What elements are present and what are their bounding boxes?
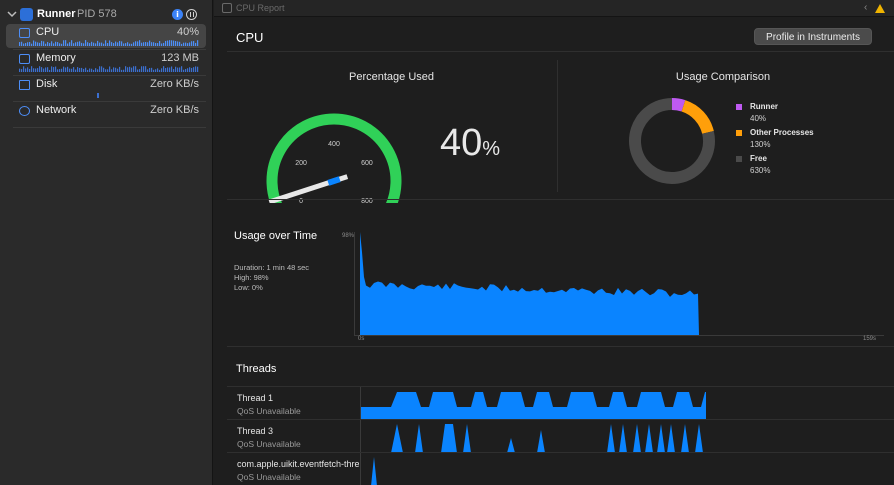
thread-name: Thread 1: [237, 393, 274, 403]
editor-tab-bar: CPU Report ‹: [214, 0, 894, 17]
profile-in-instruments-button[interactable]: Profile in Instruments: [754, 28, 872, 45]
gauge-tick-label: 0: [299, 198, 303, 203]
usage-over-time-title: Usage over Time: [234, 230, 318, 242]
gauge-hub: [327, 176, 341, 186]
tab-title[interactable]: CPU Report: [236, 3, 285, 13]
memory-sparkline: [19, 66, 199, 72]
donut-slice-free: [629, 98, 715, 184]
cpu-sparkline: [19, 40, 199, 46]
legend-swatch: [736, 104, 742, 110]
divider: [360, 420, 361, 453]
gauge-label: Disk: [36, 78, 58, 90]
legend-name: Other Processes: [750, 128, 814, 137]
thread-activity-graph: [371, 457, 377, 485]
cpu-gauge: 0 200 400 600 800: [266, 113, 402, 203]
percentage-value: 40%: [440, 122, 500, 165]
low-text: Low: 0%: [234, 283, 263, 292]
x-axis-end-label: 159s: [863, 336, 877, 342]
disk-sparkline: [97, 93, 99, 98]
process-name: Runner: [37, 8, 76, 20]
donut-slice-runner: [671, 98, 686, 112]
duration-text: Duration: 1 min 48 sec: [234, 263, 310, 272]
page-title: CPU: [236, 30, 264, 45]
gauge-label: CPU: [36, 26, 60, 38]
cpu-icon: [19, 28, 30, 38]
gauge-value: 123 MB: [161, 52, 199, 64]
usage-over-time-stats: Duration: 1 min 48 sec High: 98% Low: 0%: [234, 263, 309, 293]
usage-area: [360, 232, 699, 335]
legend-name: Runner: [750, 102, 778, 111]
gauge-label: Memory: [36, 52, 76, 64]
legend-value: 630%: [750, 166, 771, 175]
donut-slice-other-processes: [681, 100, 714, 135]
gauge-memory[interactable]: Memory 123 MB: [6, 50, 206, 74]
chevron-left-icon[interactable]: ‹: [864, 2, 868, 13]
legend-value: 130%: [750, 140, 771, 149]
gauge-tick-label: 800: [361, 198, 373, 203]
percentage-number: 40: [440, 122, 483, 164]
app-icon: [20, 8, 33, 21]
chevron-down-icon[interactable]: [7, 8, 17, 20]
gauge-label: Network: [36, 104, 77, 116]
thread-qos: QoS Unavailable: [237, 439, 301, 449]
gauge-tick-label: 400: [328, 141, 340, 148]
thread-row[interactable]: com.apple.uikit.eventfetch-thread QoS Un…: [227, 452, 894, 485]
divider: [557, 60, 558, 192]
legend-name: Free: [750, 154, 767, 163]
divider: [227, 346, 894, 347]
divider: [360, 387, 361, 420]
divider: [13, 75, 206, 76]
warning-icon[interactable]: [875, 4, 885, 13]
gauge-network[interactable]: Network Zero KB/s: [6, 102, 206, 126]
thread-row[interactable]: Thread 3 QoS Unavailable: [227, 419, 894, 453]
divider: [227, 51, 894, 52]
thread-name: com.apple.uikit.eventfetch-thread: [237, 459, 359, 469]
divider: [360, 453, 361, 485]
pause-icon[interactable]: [186, 9, 197, 20]
disk-icon: [19, 80, 30, 90]
usage-donut-chart: [629, 98, 715, 184]
legend-value: 40%: [750, 114, 767, 123]
y-axis-top-label: 98%: [342, 233, 355, 239]
thread-activity-graph: [361, 392, 706, 420]
gauge-tick-label: 200: [295, 160, 307, 167]
divider: [227, 199, 894, 200]
legend-swatch: [736, 156, 742, 162]
gauge-disk[interactable]: Disk Zero KB/s: [6, 76, 206, 100]
threads-title: Threads: [236, 363, 277, 375]
usage-over-time-graph: [354, 232, 884, 336]
cpu-report: CPU Report ‹ CPU Profile in Instruments …: [214, 0, 894, 485]
globe-icon: [19, 106, 30, 116]
thread-row[interactable]: Thread 1 QoS Unavailable: [227, 386, 894, 420]
legend-swatch: [736, 130, 742, 136]
x-axis-start-label: 0s: [358, 336, 365, 342]
process-pid: PID 578: [77, 8, 117, 20]
gauge-tick-label: 600: [361, 160, 373, 167]
debug-navigator: Runner PID 578 i CPU 40% Memory 123 MB D…: [0, 0, 213, 485]
memory-icon: [19, 54, 30, 64]
thread-name: Thread 3: [237, 426, 274, 436]
high-text: High: 98%: [234, 273, 269, 282]
gauge-value: Zero KB/s: [150, 104, 199, 116]
gauge-cpu[interactable]: CPU 40%: [6, 24, 206, 48]
divider: [13, 49, 206, 50]
thread-qos: QoS Unavailable: [237, 472, 301, 482]
process-row[interactable]: Runner PID 578 i: [0, 6, 213, 24]
gauge-value: Zero KB/s: [150, 78, 199, 90]
divider: [13, 127, 206, 128]
divider: [13, 101, 206, 102]
thread-activity-graph: [391, 424, 703, 453]
gauge-value: 40%: [176, 26, 199, 38]
thread-qos: QoS Unavailable: [237, 406, 301, 416]
info-icon[interactable]: i: [172, 9, 183, 20]
usage-comparison-title: Usage Comparison: [675, 71, 771, 83]
percentage-unit: %: [482, 138, 501, 160]
gauge-report-icon: [222, 3, 232, 13]
percentage-used-title: Percentage Used: [349, 71, 434, 83]
